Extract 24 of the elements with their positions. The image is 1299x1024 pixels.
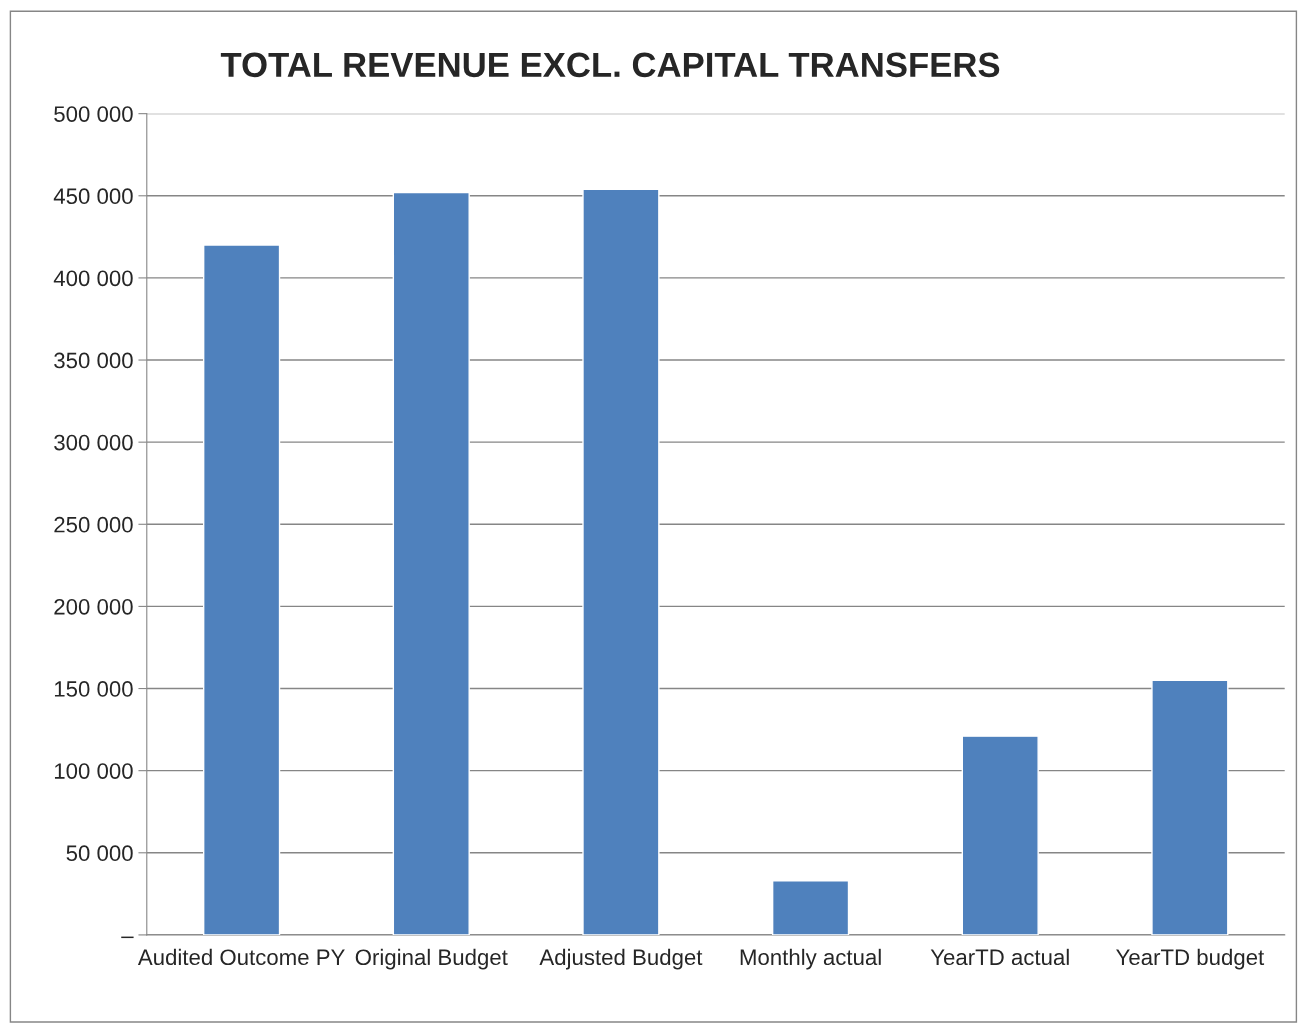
y-tick-label: 200 000 <box>54 598 133 615</box>
x-tick-label: Monthly actual <box>740 948 881 970</box>
x-tick-label: YearTD budget <box>1116 948 1265 970</box>
y-tick-label: 450 000 <box>53 188 133 205</box>
x-tick-label: Original Budget <box>355 948 508 970</box>
bar <box>771 880 850 935</box>
y-tick-label: 500 000 <box>54 106 133 122</box>
y-tick-label: 100 000 <box>54 763 133 779</box>
y-tick-label: 300 000 <box>54 434 133 451</box>
x-tick-label: Audited Outcome PY <box>137 948 345 966</box>
y-tick-label: 350 000 <box>54 352 133 369</box>
y-tick-label: 150 000 <box>54 681 133 697</box>
y-tick-label: – <box>121 936 134 939</box>
y-tick-label: 250 000 <box>54 516 133 533</box>
bar <box>392 191 470 935</box>
y-tick-label: 400 000 <box>53 270 133 287</box>
chart-title: TOTAL REVENUE EXCL. CAPITAL TRANSFERS <box>220 52 1000 78</box>
bar <box>582 188 660 935</box>
y-tick-label: 50 000 <box>66 845 133 862</box>
bar <box>961 735 1039 935</box>
x-tick-label: Adjusted Budget <box>539 948 703 970</box>
x-tick-label: YearTD actual <box>930 948 1069 966</box>
bar <box>202 244 281 935</box>
bar <box>1151 679 1229 935</box>
